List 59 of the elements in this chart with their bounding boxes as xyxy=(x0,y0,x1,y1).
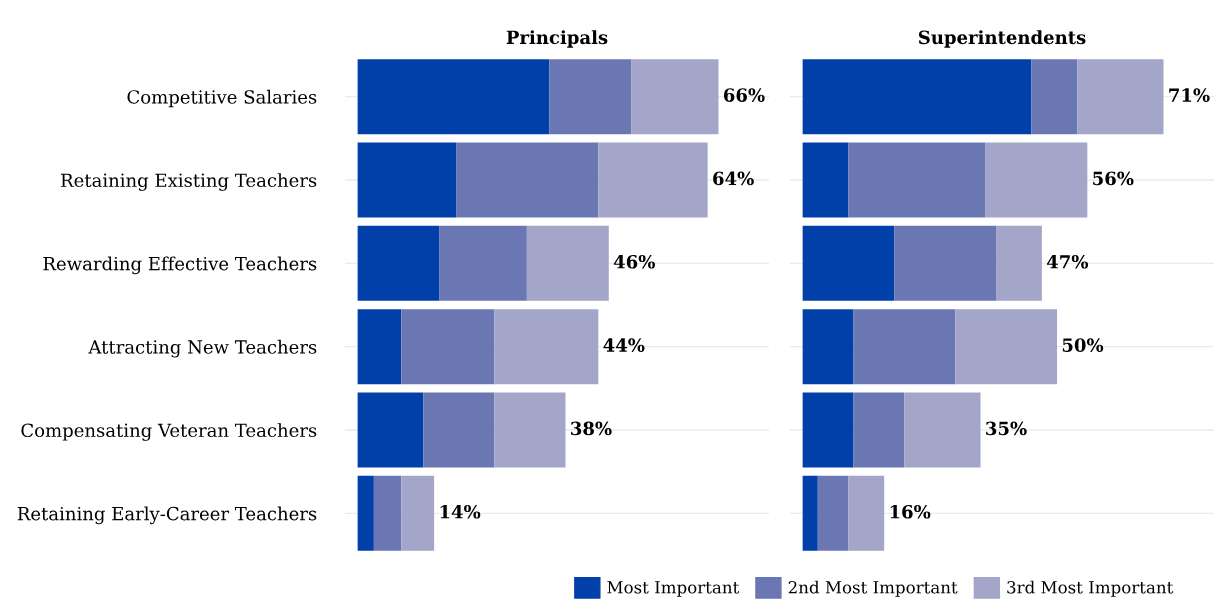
annotation: 16% xyxy=(890,504,931,519)
text: 71% xyxy=(1169,88,1210,102)
bar xyxy=(357,475,374,551)
bar xyxy=(357,142,457,218)
annotation: 50% xyxy=(1062,338,1104,352)
bar xyxy=(802,225,895,301)
bar xyxy=(494,392,566,468)
bar xyxy=(401,309,495,385)
y-tick-label: Retaining Early-Career Teachers xyxy=(17,506,317,525)
legend-label: Most Important xyxy=(607,581,740,597)
bar xyxy=(1031,59,1078,135)
y-tick-label: Competitive Salaries xyxy=(127,89,317,108)
bar xyxy=(848,142,986,218)
bar xyxy=(357,225,440,301)
bar xyxy=(357,392,424,468)
bar xyxy=(817,475,849,551)
bar xyxy=(802,59,1032,135)
chart-title: Superintendents xyxy=(918,30,1086,48)
y-tick-label: Attracting New Teachers xyxy=(88,339,317,358)
annotation: 64% xyxy=(713,171,754,186)
y-tick-label: Retaining Existing Teachers xyxy=(61,173,317,191)
bar xyxy=(549,59,632,135)
bar xyxy=(631,59,719,135)
text: 66% xyxy=(723,88,765,102)
bar xyxy=(848,475,885,551)
bar xyxy=(955,309,1058,385)
bar xyxy=(423,392,495,468)
bar xyxy=(1077,59,1164,135)
annotation: 35% xyxy=(986,421,1027,436)
bar xyxy=(904,392,981,468)
bar xyxy=(373,475,402,551)
bar xyxy=(526,225,609,301)
bar xyxy=(802,309,854,385)
bar xyxy=(894,225,997,301)
legend-label: 3rd Most Important xyxy=(1007,580,1174,597)
bar xyxy=(456,142,599,218)
bar xyxy=(802,392,854,468)
bar xyxy=(494,309,599,385)
chart-title: Principals xyxy=(506,30,608,48)
y-tick-label: Rewarding Effective Teachers xyxy=(43,256,317,275)
bar xyxy=(985,142,1088,218)
bar xyxy=(802,475,818,551)
annotation: 46% xyxy=(613,254,655,269)
bar xyxy=(996,225,1042,301)
annotation: 44% xyxy=(603,338,645,352)
y-tick-label: Compensating Veteran Teachers xyxy=(21,423,317,441)
legend-label: 2nd Most Important xyxy=(788,580,958,597)
bar xyxy=(401,475,435,551)
bar xyxy=(598,142,708,218)
annotation: 47% xyxy=(1046,254,1089,269)
annotation: 56% xyxy=(1093,171,1134,186)
annotation: 38% xyxy=(571,421,612,436)
bar xyxy=(802,142,849,218)
bar xyxy=(357,59,550,135)
annotation: 14% xyxy=(440,504,481,519)
bar xyxy=(357,309,402,385)
bar xyxy=(853,309,956,385)
bar xyxy=(439,225,527,301)
bar xyxy=(853,392,905,468)
